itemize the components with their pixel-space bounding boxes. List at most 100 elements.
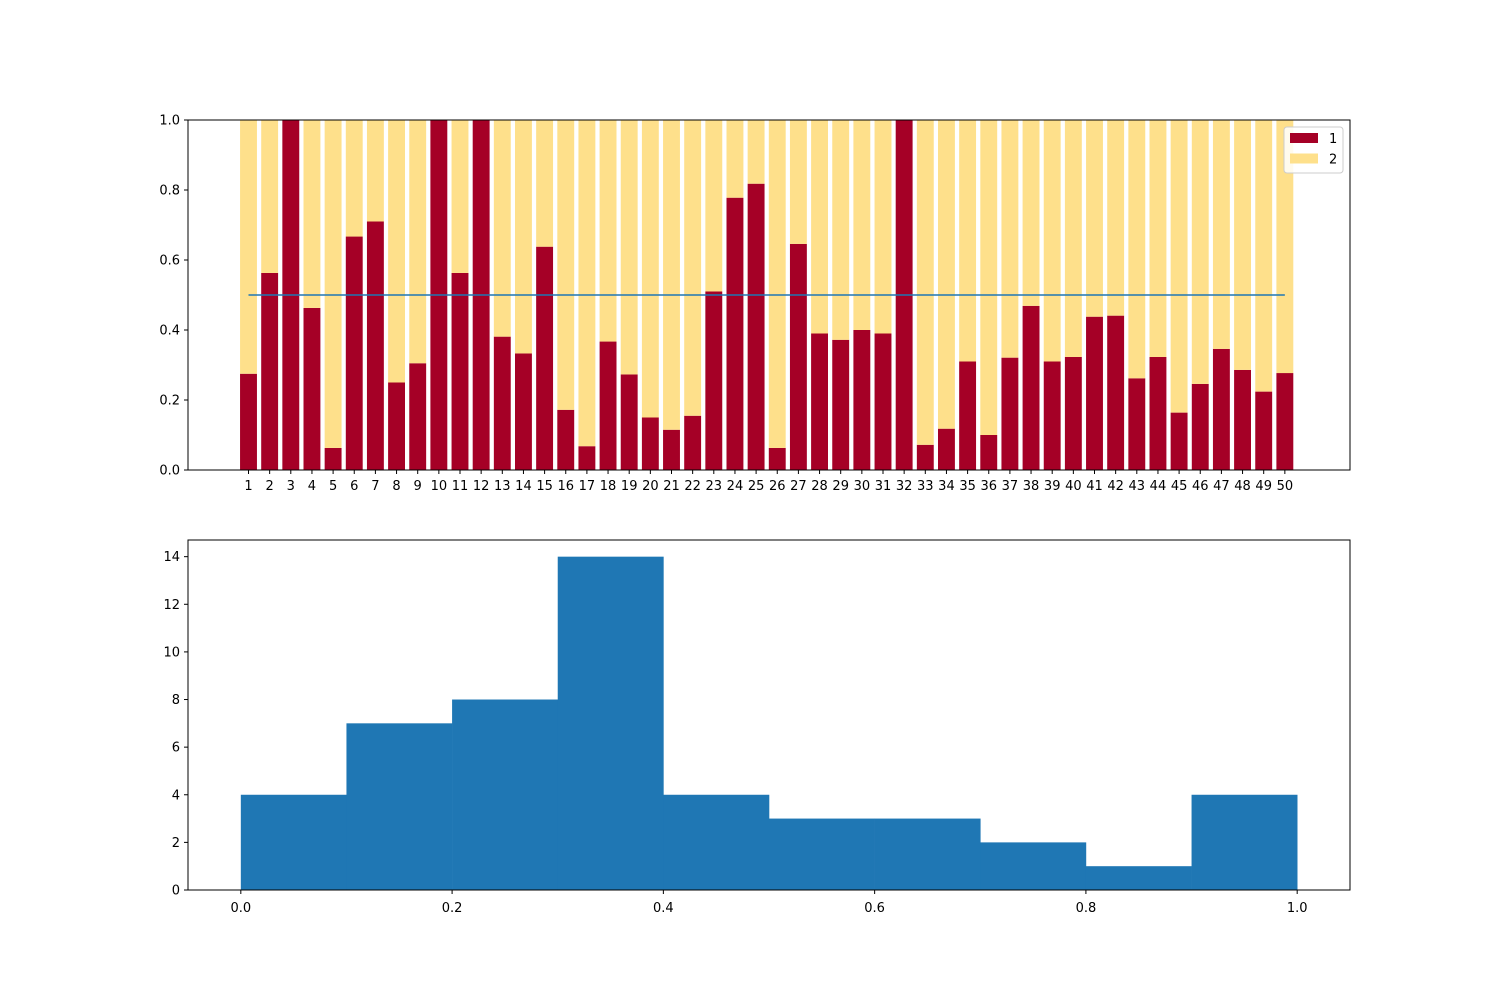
bar-series-2-6	[345, 120, 363, 237]
x-tick-label: 41	[1086, 479, 1103, 494]
bar-series-2-4	[303, 120, 321, 308]
bar-series-1-20	[641, 417, 659, 470]
bar-series-1-38	[1022, 305, 1040, 470]
x-tick-label: 15	[536, 479, 553, 494]
x-tick-label: 31	[875, 479, 892, 494]
y-tick-label: 0.8	[159, 184, 180, 199]
y-tick-label: 6	[172, 741, 180, 756]
legend-label-2: 2	[1329, 153, 1337, 168]
bar-series-2-14	[515, 120, 532, 354]
bar-series-1-2	[261, 272, 279, 470]
histogram-bin-3	[452, 699, 559, 890]
bar-series-2-11	[451, 120, 469, 273]
bar-series-1-50	[1276, 373, 1294, 470]
bar-series-2-33	[916, 120, 934, 445]
x-tick-label: 47	[1213, 479, 1230, 494]
x-tick-label: 0.0	[230, 901, 251, 916]
bar-series-2-47	[1212, 120, 1230, 349]
bar-series-1-33	[916, 444, 934, 470]
x-tick-label: 24	[727, 479, 744, 494]
x-tick-label: 21	[663, 479, 680, 494]
bar-series-2-39	[1043, 120, 1061, 362]
x-tick-label: 25	[748, 479, 765, 494]
bar-series-1-45	[1170, 412, 1188, 470]
bar-series-2-43	[1128, 120, 1146, 379]
x-tick-label: 13	[494, 479, 511, 494]
x-tick-label: 46	[1192, 479, 1209, 494]
x-tick-label: 19	[621, 479, 638, 494]
y-tick-label: 0.4	[159, 324, 180, 339]
bar-series-2-5	[324, 120, 342, 448]
x-tick-label: 12	[473, 479, 490, 494]
y-tick-label: 8	[172, 693, 180, 708]
x-tick-label: 45	[1171, 479, 1188, 494]
x-tick-label: 5	[329, 479, 337, 494]
x-tick-label: 0.6	[864, 901, 885, 916]
y-tick-label: 10	[163, 645, 180, 660]
histogram-bin-5	[663, 794, 770, 890]
legend-swatch-1	[1290, 133, 1318, 143]
x-tick-label: 1	[244, 479, 252, 494]
bar-series-2-8	[388, 120, 405, 383]
bar-series-2-2	[261, 120, 279, 273]
bar-series-1-16	[557, 409, 575, 470]
y-tick-label: 14	[163, 550, 180, 565]
bar-series-2-41	[1086, 120, 1103, 317]
histogram-bin-4	[557, 556, 664, 890]
stacked-bars	[240, 120, 1294, 470]
bar-series-2-27	[789, 120, 807, 244]
x-tick-label: 27	[790, 479, 807, 494]
top-y-axis: 0.0 0.2 0.4 0.6 0.8 1.0	[159, 114, 188, 479]
x-tick-label: 26	[769, 479, 786, 494]
bar-series-1-5	[324, 447, 342, 470]
x-tick-label: 49	[1255, 479, 1272, 494]
bar-series-2-17	[578, 120, 596, 447]
x-tick-label: 33	[917, 479, 934, 494]
bar-series-2-30	[853, 120, 871, 330]
x-tick-label: 0.8	[1076, 901, 1097, 916]
x-tick-label: 39	[1044, 479, 1061, 494]
bar-series-2-23	[705, 120, 723, 292]
bar-series-2-50	[1276, 120, 1294, 374]
legend-label-1: 1	[1329, 132, 1337, 147]
bar-series-1-8	[388, 382, 405, 470]
x-tick-label: 9	[414, 479, 422, 494]
x-tick-label: 35	[959, 479, 976, 494]
histogram-bins	[240, 556, 1298, 890]
bar-series-2-25	[747, 120, 765, 184]
bar-series-2-21	[663, 120, 680, 430]
y-tick-label: 12	[163, 598, 180, 613]
histogram-bin-6	[769, 818, 875, 890]
bar-series-2-34	[938, 120, 955, 429]
x-tick-label: 23	[706, 479, 723, 494]
x-tick-label: 8	[392, 479, 400, 494]
y-tick-label: 0.2	[159, 394, 180, 409]
x-tick-label: 14	[515, 479, 532, 494]
bar-series-1-29	[832, 339, 850, 470]
y-tick-label: 0	[172, 884, 180, 899]
bar-series-1-40	[1064, 356, 1082, 470]
x-tick-label: 36	[980, 479, 997, 494]
bar-series-1-18	[599, 341, 617, 470]
bar-series-1-25	[747, 183, 765, 470]
bar-series-2-22	[684, 120, 702, 416]
bar-series-2-26	[768, 120, 786, 448]
bar-series-2-15	[536, 120, 554, 247]
bar-series-1-7	[366, 221, 384, 470]
bar-series-2-48	[1234, 120, 1251, 370]
bottom-x-axis: 0.0 0.2 0.4 0.6 0.8 1.0	[230, 890, 1308, 916]
y-tick-label: 0.6	[159, 254, 180, 269]
x-tick-label: 16	[557, 479, 574, 494]
bar-series-2-31	[874, 120, 892, 334]
x-tick-label: 40	[1065, 479, 1082, 494]
bar-series-1-23	[705, 291, 723, 470]
x-tick-label: 3	[287, 479, 295, 494]
histogram-bin-10	[1191, 794, 1298, 890]
bar-series-1-11	[451, 272, 469, 470]
bar-series-2-38	[1022, 120, 1040, 306]
histogram-bin-1	[240, 794, 347, 890]
x-tick-label: 2	[266, 479, 274, 494]
x-tick-label: 11	[452, 479, 469, 494]
x-tick-label: 7	[371, 479, 379, 494]
